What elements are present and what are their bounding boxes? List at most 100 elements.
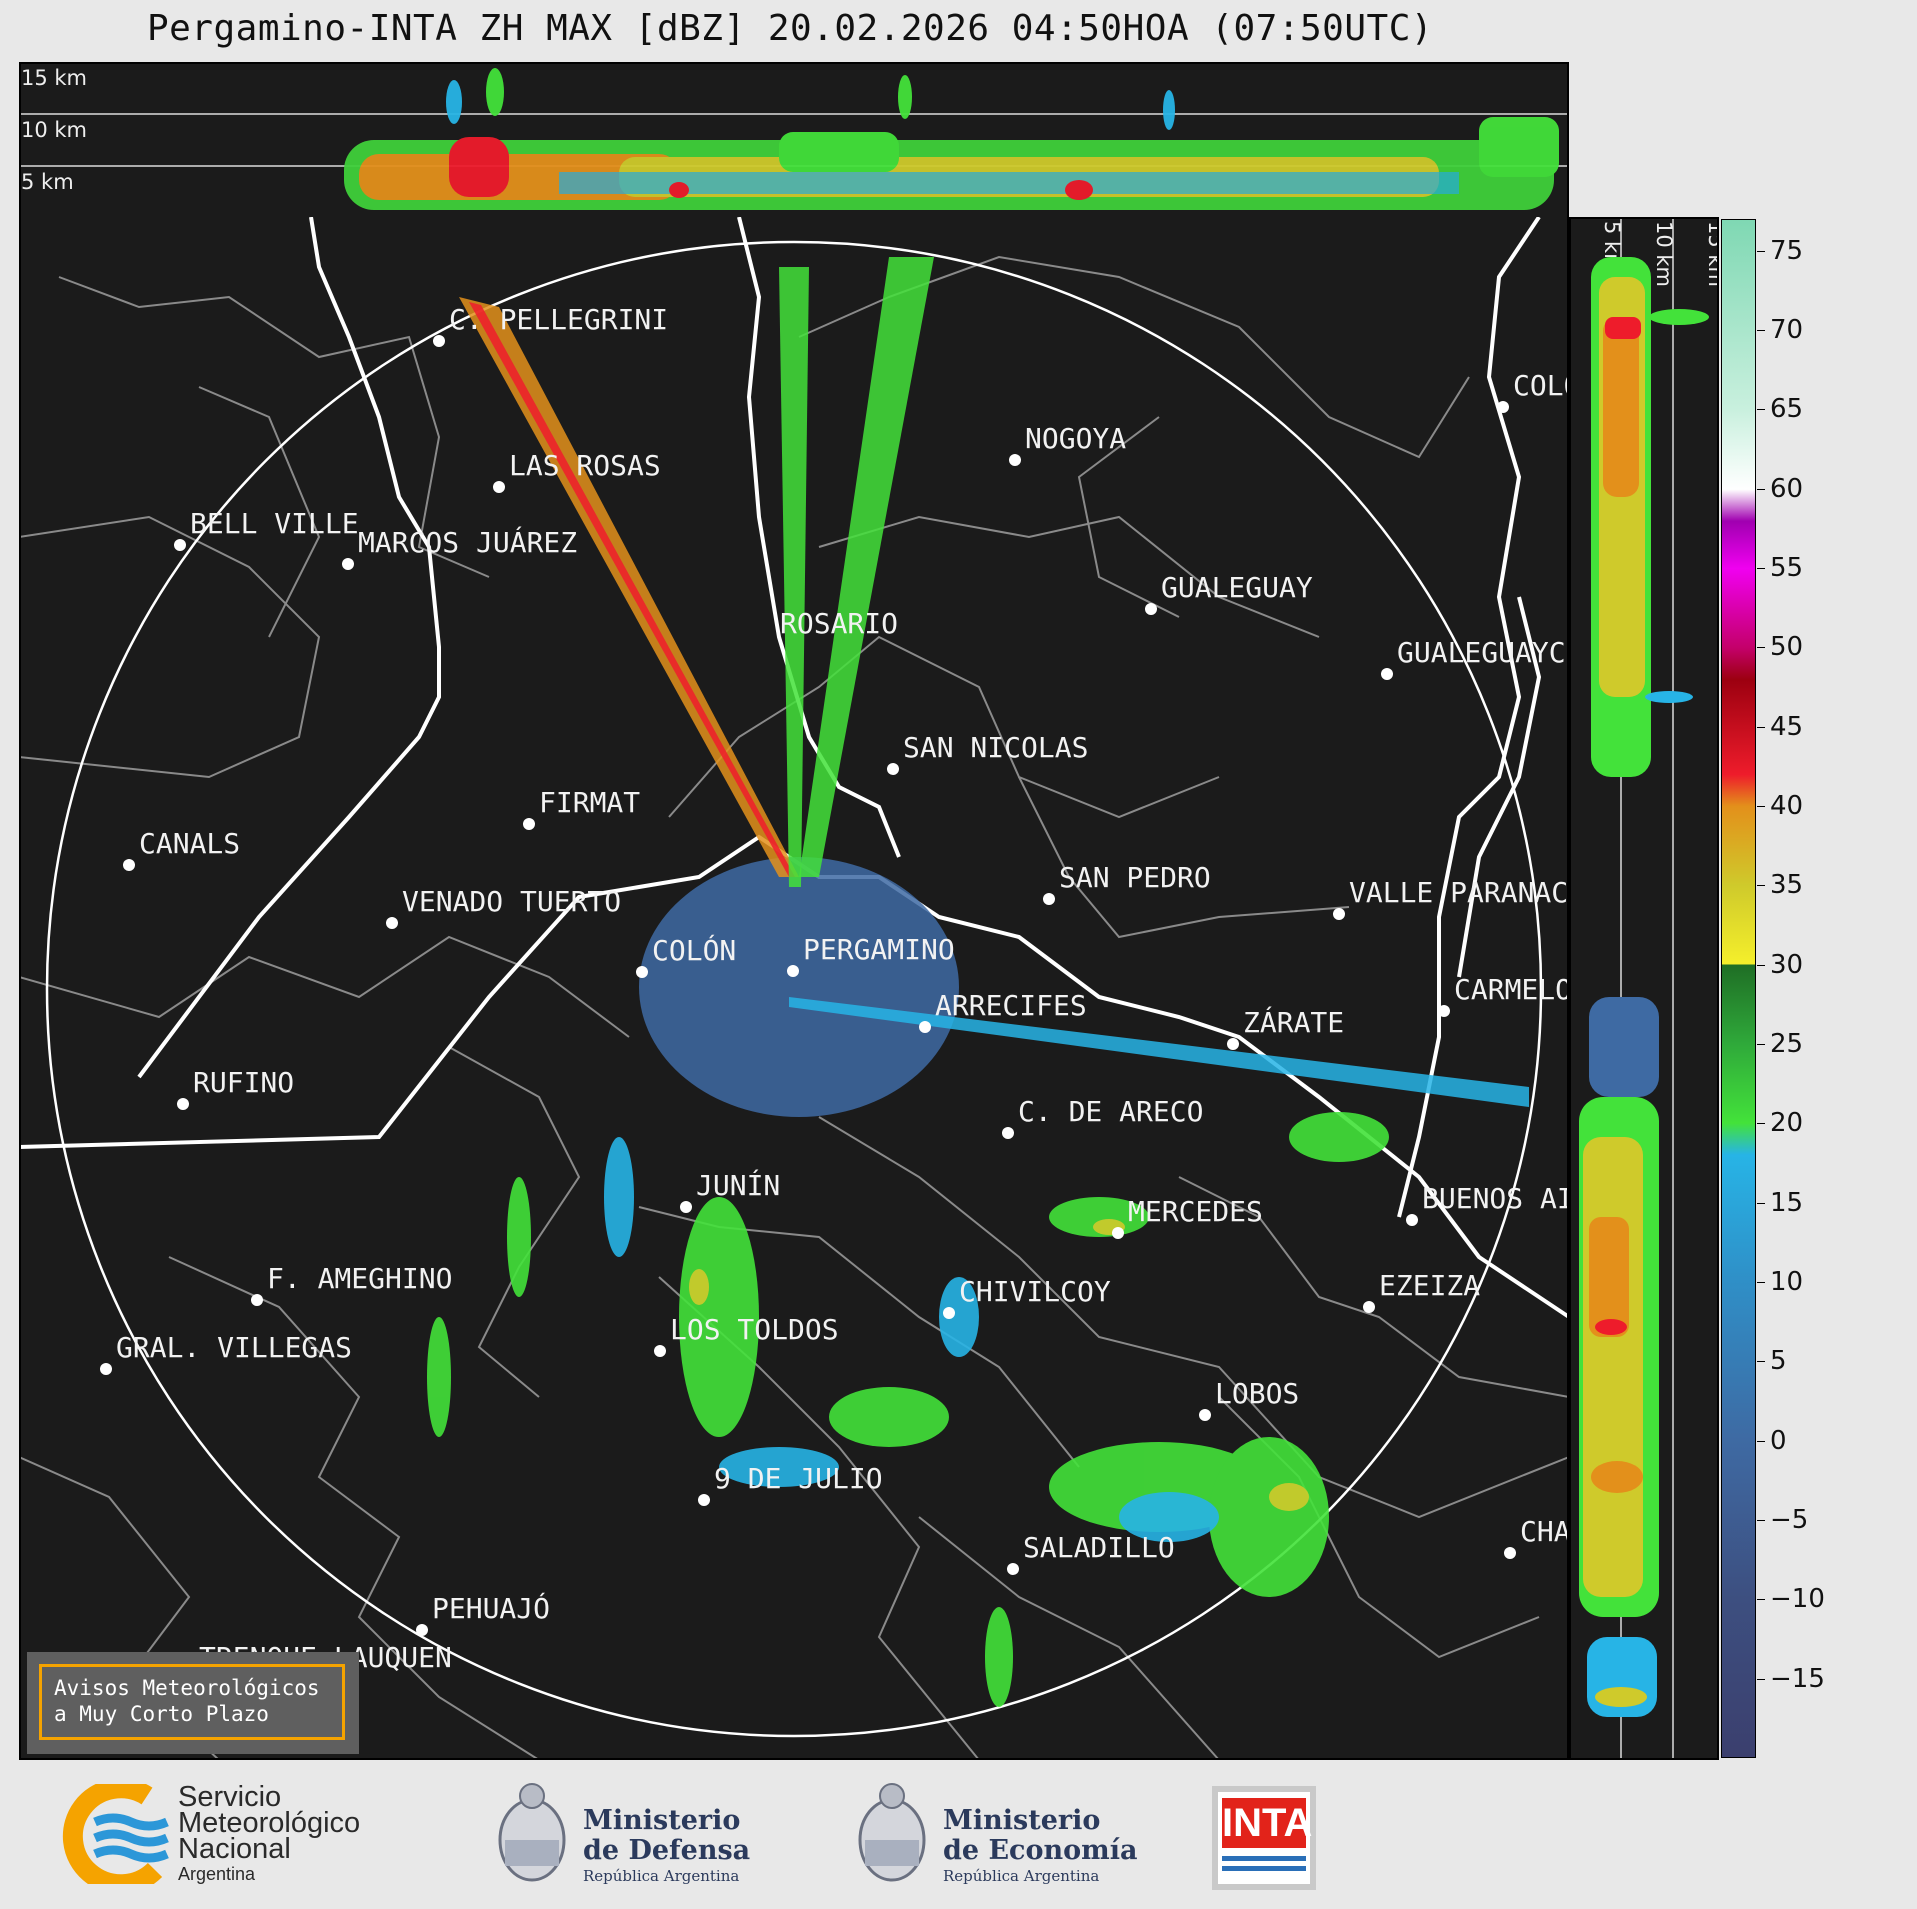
colorbar-tick [1757,1282,1765,1284]
city-label-rufino: RUFINO [193,1066,294,1099]
city-marker-pergamino [787,965,799,977]
defensa-line3: República Argentina [583,1867,740,1885]
colorbar-tick-label: 75 [1770,235,1804,266]
city-marker-gualeguay [1145,603,1157,615]
side-height-label-10km: 10 km [1652,221,1676,287]
top-cross-section-svg: 15 km 10 km 5 km [19,66,1569,210]
city-marker-mercedes [1112,1227,1124,1239]
city-label-gral-villegas: GRAL. VILLEGAS [116,1331,352,1364]
city-label-bell-ville: BELL VILLE [190,507,359,540]
colorbar-tick-label: 15 [1770,1187,1804,1218]
defensa-line2: de Defensa [583,1835,751,1866]
smn-line3: Nacional [178,1833,291,1865]
colorbar-tick-label: 35 [1770,870,1804,901]
colorbar-tick-label: 25 [1770,1029,1804,1060]
economia-line3: República Argentina [943,1867,1100,1885]
city-label-las-rosas: LAS ROSAS [509,449,661,482]
city-label-ezeiza: EZEIZA [1379,1269,1480,1302]
city-label-los-toldos: LOS TOLDOS [670,1313,839,1346]
colorbar [1721,219,1756,1758]
city-label-jun-n: JUNÍN [696,1168,780,1202]
colorbar-tick-label: 70 [1770,315,1804,346]
city-marker-san-nicolas [887,763,899,775]
city-marker-z-rate [1227,1038,1239,1050]
city-marker-canals [123,859,135,871]
side-echo-profile [1579,257,1709,1717]
city-marker-c-de-areco [1002,1127,1014,1139]
city-label-rosario: ROSARIO [780,607,898,640]
inta-word: INTA [1222,1798,1312,1848]
echo-profile [344,68,1559,210]
colorbar-tick [1757,806,1765,808]
colorbar-tick-label: 40 [1770,791,1804,822]
colorbar-tick [1757,1044,1765,1046]
city-label-arrecifes: ARRECIFES [935,989,1087,1022]
colorbar-tick-label: 10 [1770,1267,1804,1298]
colorbar-tick-label: 0 [1770,1425,1787,1456]
city-label-chivilcoy: CHIVILCOY [959,1275,1111,1308]
echo-spoke-nne [799,257,934,877]
colorbar-tick [1757,647,1765,649]
colorbar-tick-label: 5 [1770,1346,1787,1377]
city-label-san-nicolas: SAN NICOLAS [903,731,1088,764]
city-marker-valle-paranacito [1333,908,1345,920]
city-label-f-ameghino: F. AMEGHINO [267,1262,452,1295]
city-label-pehuaj: PEHUAJÓ [432,1591,550,1625]
city-label-pergamino: PERGAMINO [803,933,955,966]
echo-spoke-n [779,267,809,887]
radar-map[interactable]: C. PELLEGRINI LAS ROSAS BELL VILLE MARCOS J… [19,217,1569,1760]
escudo-defensa-icon [498,1783,566,1882]
city-label-san-pedro: SAN PEDRO [1059,861,1211,894]
city-marker-venado-tuerto [386,917,398,929]
range-ring [45,240,1543,1738]
city-marker-9-de-julio [698,1494,710,1506]
colorbar-tick [1757,1520,1765,1521]
colorbar-tick-label: 55 [1770,553,1804,584]
city-label-lobos: LOBOS [1215,1377,1299,1410]
side-cross-section: 5 km 10 km 15 km [1569,217,1719,1760]
city-marker-chascomus [1504,1547,1516,1559]
colorbar-tick-label: 45 [1770,711,1804,742]
top-cross-section: 15 km 10 km 5 km [19,62,1569,217]
city-label-c-pellegrini: C. PELLEGRINI [449,303,668,336]
city-marker-saladillo [1007,1563,1019,1575]
city-marker-pehuaj [416,1624,428,1636]
colorbar-tick [1757,726,1765,728]
smn-line1: Servicio [178,1781,282,1813]
colorbar-tick [1757,1678,1765,1680]
side-height-label-15km: 15 km [1704,221,1719,287]
city-marker-col-n [636,966,648,978]
city-label-colon: COLON [1513,369,1569,402]
ground-clutter [639,857,959,1117]
colorbar-tick [1757,409,1765,411]
avisos-badge: Avisos Meteorológicos a Muy Corto Plazo [27,1652,359,1754]
city-marker-buenos-aires [1406,1214,1418,1226]
city-marker-jun-n [680,1201,692,1213]
colorbar-tick-label: 20 [1770,1108,1804,1139]
height-label-5km: 5 km [21,170,74,194]
city-label-venado-tuerto: VENADO TUERTO [402,885,621,918]
colorbar-tick-label: 50 [1770,632,1804,663]
economia-line2: de Economía [943,1835,1138,1866]
colorbar-tick [1757,250,1765,252]
city-marker-c-pellegrini [433,335,445,347]
colorbar-tick [1757,488,1765,490]
smn-logo-text: Servicio Meteorológico Nacional Argentin… [178,1781,360,1885]
city-marker-san-pedro [1043,893,1055,905]
city-marker-arrecifes [919,1021,931,1033]
colorbar-tick [1757,568,1765,570]
escudo-economia-icon [858,1783,926,1882]
colorbar-tick-label: −15 [1770,1663,1825,1694]
city-marker-rufino [177,1098,189,1110]
city-marker-ezeiza [1363,1301,1375,1313]
department-boundaries [19,255,1569,1760]
colorbar-tick-label: −10 [1770,1584,1825,1615]
height-label-15km: 15 km [21,66,87,90]
colorbar-tick [1757,1440,1765,1442]
colorbar-tick [1757,1123,1765,1125]
city-label-c-de-areco: C. DE ARECO [1018,1095,1203,1128]
defensa-line1: Ministerio [583,1805,741,1836]
city-label-mercedes: MERCEDES [1128,1195,1263,1228]
